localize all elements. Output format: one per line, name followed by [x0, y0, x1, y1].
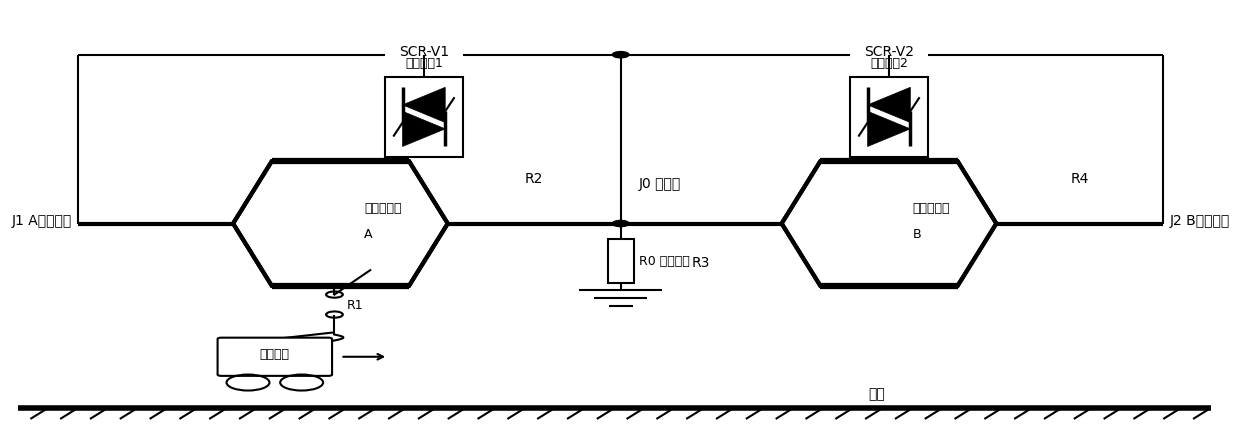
Text: J2 B相供电臂: J2 B相供电臂: [1170, 214, 1229, 228]
Text: R0 续流电阻: R0 续流电阻: [638, 255, 689, 268]
Text: J1 A相供电臂: J1 A相供电臂: [12, 214, 72, 228]
Bar: [607, 239, 634, 283]
Text: A: A: [364, 228, 373, 241]
Text: J0 中性段: J0 中性段: [638, 177, 680, 190]
Text: R2: R2: [525, 172, 544, 186]
Text: 电子开关2: 电子开关2: [870, 57, 908, 70]
Text: 分相绝缘器: 分相绝缘器: [364, 202, 401, 215]
Polygon shape: [867, 111, 911, 147]
Polygon shape: [403, 111, 445, 147]
Text: 钢轨: 钢轨: [869, 388, 886, 401]
Circle shape: [612, 51, 629, 58]
Text: B: B: [913, 228, 922, 241]
Text: SCR-V2: SCR-V2: [864, 46, 914, 59]
Text: 电子开关1: 电子开关1: [405, 57, 442, 70]
Text: R4: R4: [1070, 172, 1089, 186]
Text: R3: R3: [691, 257, 710, 270]
Text: 电力机车: 电力机车: [260, 348, 290, 361]
Bar: [385, 77, 462, 157]
Text: 分相绝缘器: 分相绝缘器: [913, 202, 950, 215]
Polygon shape: [867, 87, 911, 122]
FancyBboxPatch shape: [218, 337, 332, 376]
Polygon shape: [233, 161, 447, 286]
Polygon shape: [403, 87, 445, 122]
Polygon shape: [782, 161, 996, 286]
Bar: [850, 77, 928, 157]
Text: SCR-V1: SCR-V1: [399, 46, 449, 59]
Circle shape: [612, 220, 629, 227]
Text: R1: R1: [347, 299, 363, 312]
